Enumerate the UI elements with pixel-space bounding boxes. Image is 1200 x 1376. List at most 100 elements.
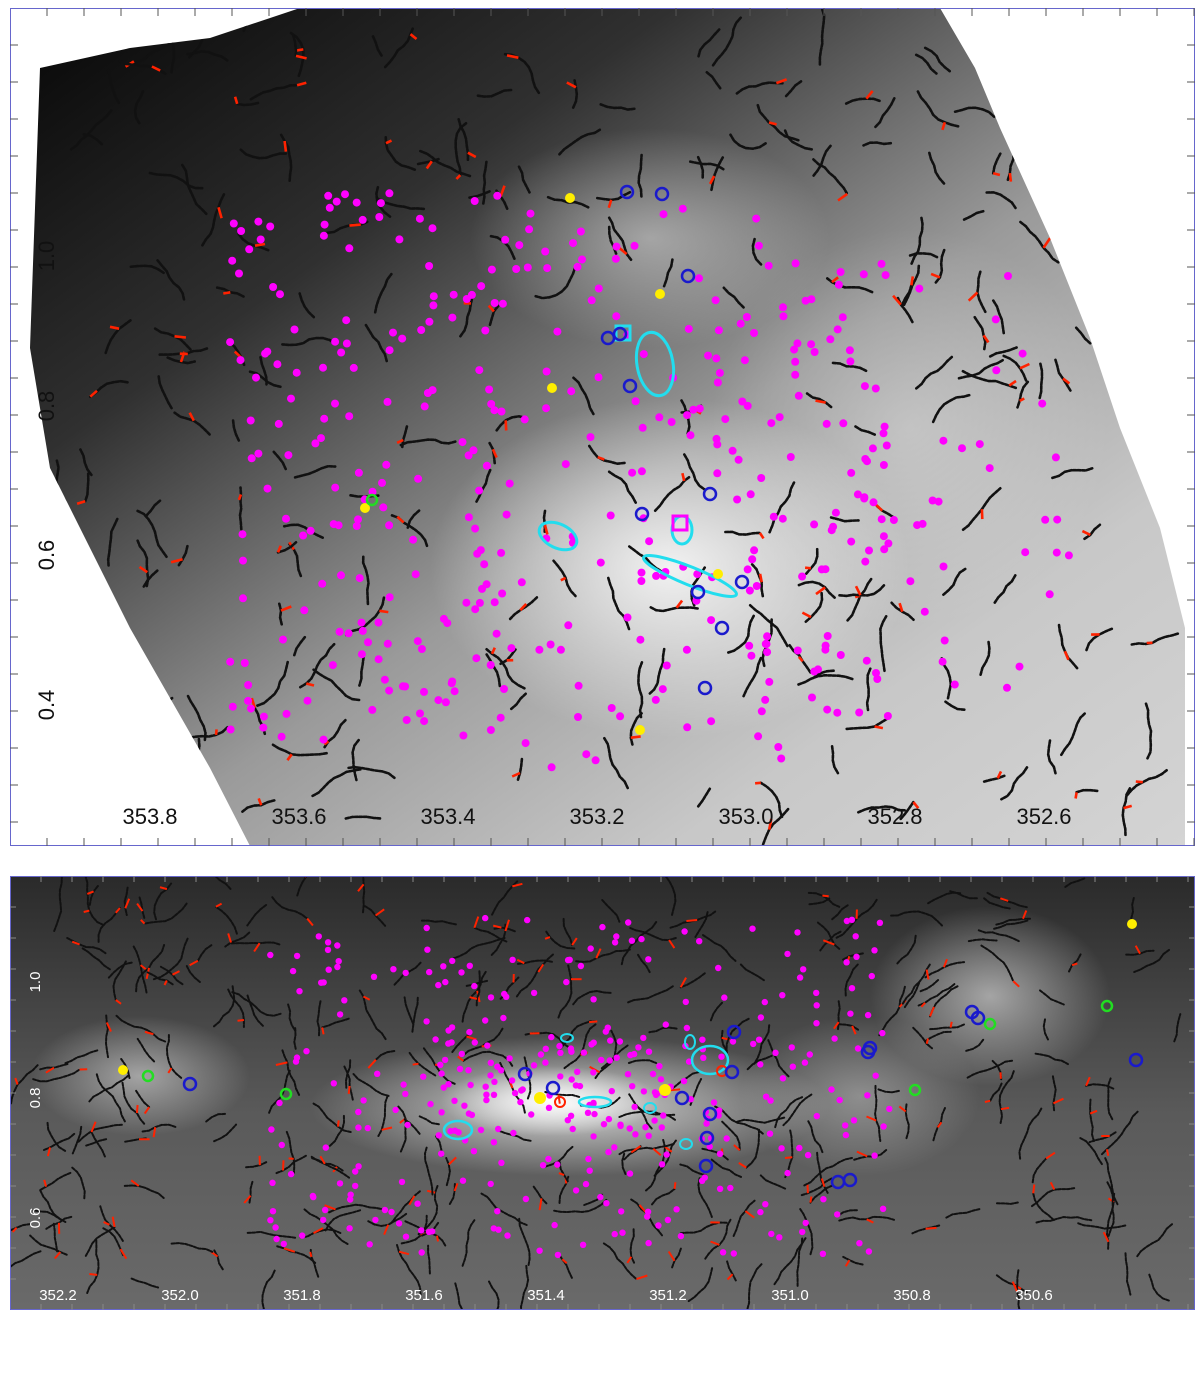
source-dot — [477, 282, 486, 291]
source-dot — [656, 1063, 663, 1070]
filament-branch — [83, 909, 90, 913]
source-dot — [801, 1059, 809, 1066]
source-dot — [762, 1093, 770, 1100]
source-dot — [748, 555, 757, 564]
filament — [135, 1089, 151, 1109]
filament-branch — [516, 958, 525, 965]
filament-branch — [1074, 792, 1078, 799]
cyan-ellipse — [560, 1033, 574, 1043]
filament — [344, 815, 382, 820]
source-dot — [374, 1070, 381, 1077]
filament-branch — [337, 1120, 340, 1127]
source-dot — [644, 1213, 651, 1220]
filament — [746, 1054, 773, 1071]
filament — [703, 1218, 732, 1261]
y-tick-label: 0.4 — [34, 690, 59, 721]
source-dot — [500, 685, 508, 693]
filament — [1068, 953, 1082, 973]
filament-branch — [217, 206, 223, 219]
source-dot — [791, 259, 800, 268]
source-dot — [381, 1206, 389, 1214]
source-dot — [786, 453, 795, 461]
filament-branch — [544, 936, 551, 940]
filament-branch — [14, 1077, 19, 1085]
filament — [1018, 1107, 1043, 1160]
source-dot — [642, 1124, 649, 1131]
source-dot — [451, 1097, 458, 1104]
filament-branch — [396, 515, 405, 524]
filament-branch — [321, 1027, 325, 1035]
source-dot — [793, 646, 802, 655]
source-dot — [542, 1045, 549, 1052]
source-dot — [437, 1061, 444, 1068]
source-dot — [777, 754, 786, 763]
filament — [374, 1050, 396, 1061]
filament — [1074, 326, 1092, 345]
filament-branch — [457, 1055, 465, 1062]
source-dot — [382, 460, 391, 469]
filament — [854, 425, 876, 436]
source-dot — [254, 217, 263, 226]
filament — [648, 605, 699, 613]
source-dot — [279, 635, 287, 644]
source-dot — [763, 632, 772, 641]
source-dot — [569, 239, 577, 248]
top-map: 353.8 353.6 353.4 353.2 353.0 352.8 352.… — [10, 8, 1195, 846]
source-dot — [420, 687, 428, 696]
filament — [534, 265, 577, 300]
filament — [917, 983, 956, 1007]
source-dot — [839, 419, 848, 428]
filament — [973, 315, 987, 351]
filament — [289, 31, 305, 79]
filament — [544, 1145, 574, 1168]
filament — [914, 53, 938, 75]
filament — [299, 642, 336, 689]
filament-branch — [874, 503, 884, 512]
source-dot — [487, 265, 496, 274]
filament — [558, 128, 602, 156]
source-dot — [423, 389, 432, 397]
filament — [722, 286, 745, 309]
source-dot — [611, 1230, 618, 1238]
filament — [878, 985, 906, 1037]
filament-branch — [283, 140, 288, 152]
source-dot — [882, 441, 891, 450]
magenta-square-marker — [671, 514, 689, 532]
filament-branch — [296, 81, 307, 87]
source-dot — [239, 594, 247, 603]
filament-branch — [90, 1121, 97, 1133]
source-dot — [750, 1040, 757, 1048]
cyan-ellipse — [577, 1095, 613, 1109]
source-dot — [372, 1216, 379, 1224]
source-dot — [625, 919, 632, 926]
filament — [87, 1074, 130, 1104]
filament-branch — [385, 139, 393, 145]
bottom-panel: 352.2 352.0 351.8 351.6 351.4 351.2 351.… — [10, 876, 1195, 1310]
filament — [213, 984, 236, 1028]
filament — [629, 1228, 636, 1265]
source-dot — [414, 474, 423, 483]
filament — [557, 1252, 573, 1279]
filament — [488, 1280, 500, 1310]
filament — [575, 948, 631, 963]
source-dot — [484, 1042, 491, 1049]
source-dot — [244, 696, 252, 705]
filament — [196, 944, 213, 962]
filament-branch — [362, 995, 371, 1001]
filament — [136, 509, 168, 558]
filament-branch — [1042, 237, 1052, 249]
source-dot — [638, 935, 645, 943]
source-dot — [345, 244, 354, 253]
source-dot — [778, 1145, 785, 1152]
source-dot — [352, 198, 361, 207]
source-dot — [464, 513, 473, 522]
filament — [1051, 1074, 1057, 1112]
source-dot — [761, 998, 768, 1006]
source-dot — [358, 626, 367, 635]
source-dot — [644, 1208, 652, 1215]
filament-branch — [1081, 529, 1091, 537]
source-dot — [441, 698, 450, 707]
source-dot — [435, 981, 442, 989]
filament-branch — [379, 609, 389, 614]
filament-branch — [89, 1273, 98, 1276]
